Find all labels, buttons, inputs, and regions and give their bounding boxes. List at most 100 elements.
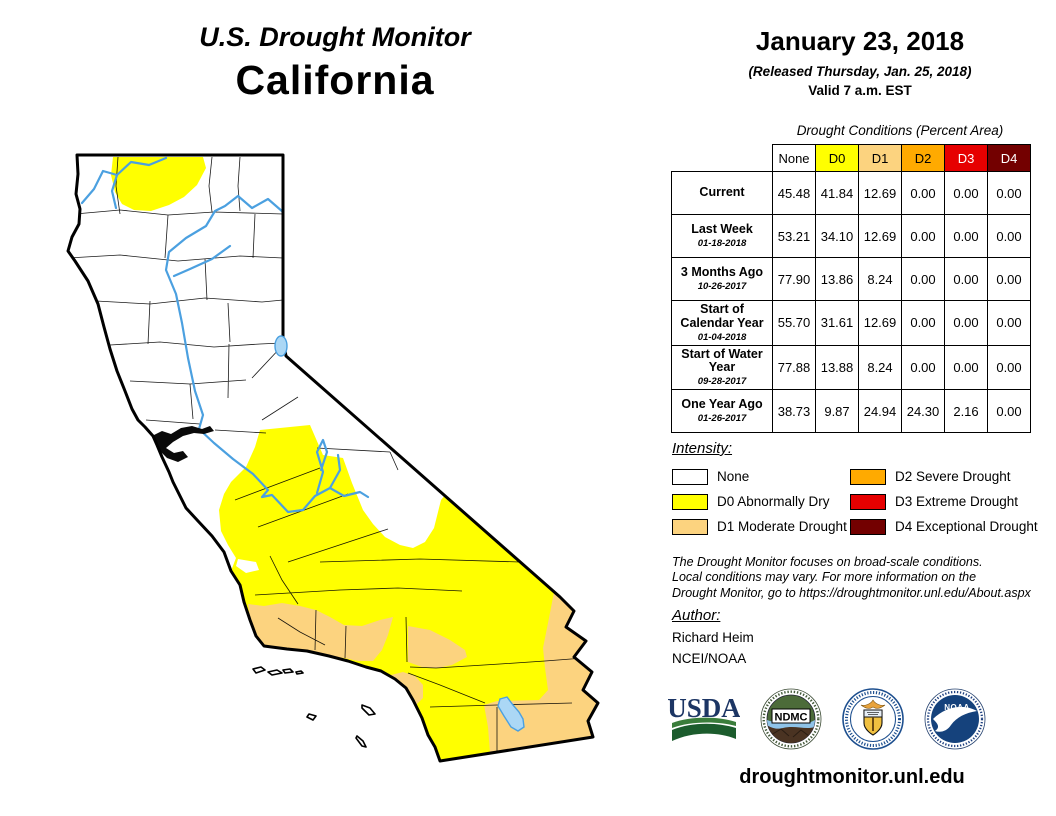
valid-time: Valid 7 a.m. EST [808,83,912,98]
salton-sea [497,696,525,732]
cell-value: 41.84 [815,171,859,215]
lake-tahoe [274,335,288,357]
cell-value: 0.00 [987,171,1031,215]
disclaimer-text: The Drought Monitor focuses on broad-sca… [672,555,1031,600]
cell-value: 0.00 [901,171,945,215]
cell-value: 2.16 [944,389,988,433]
drought-conditions-table: None D0 D1 D2 D3 D4 Current 45.48 41.84 … [671,144,1031,433]
date-block: January 23, 2018 (Released Thursday, Jan… [700,26,1020,98]
cell-value: 0.00 [987,257,1031,301]
county-boundaries [68,156,585,757]
legend-item-d0: D0 Abnormally Dry [672,489,850,514]
cell-value: 0.00 [987,389,1031,433]
cell-value: 45.48 [772,171,816,215]
col-header-d1: D1 [858,144,902,172]
channel-islands [252,666,376,748]
footer-url: droughtmonitor.unl.edu [739,766,965,788]
col-header-d0: D0 [815,144,859,172]
row-label: Last Week 01-18-2018 [671,214,773,258]
cell-value: 13.86 [815,257,859,301]
table-row: One Year Ago 01-26-2017 38.73 9.87 24.94… [671,389,1031,433]
title-block: U.S. Drought Monitor California [140,22,530,104]
intensity-legend: Intensity: None D2 Severe Drought D0 Abn… [672,440,1042,539]
cell-value: 0.00 [901,300,945,346]
state-name-title: California [235,57,435,103]
header-blank-cell [672,145,773,172]
noaa-logo: NOAA [924,688,986,750]
cell-value: 77.88 [772,344,816,390]
row-label: Start of Calendar Year 01-04-2018 [671,300,773,346]
cell-value: 13.88 [815,344,859,390]
cell-value: 0.00 [944,171,988,215]
cell-value: 12.69 [858,171,902,215]
legend-item-d3: D3 Extreme Drought [850,489,1040,514]
author-title: Author: [672,607,721,624]
cell-value: 8.24 [858,257,902,301]
row-label: Current [671,171,773,215]
d1-region-la [408,626,467,668]
legend-item-d2: D2 Severe Drought [850,464,1040,489]
legend-item-none: None [672,464,850,489]
row-label: Start of Water Year 09-28-2017 [671,344,773,390]
legend-title: Intensity: [672,440,733,457]
cell-value: 0.00 [944,257,988,301]
cell-value: 12.69 [858,300,902,346]
cell-value: 0.00 [944,214,988,258]
legend-item-d1: D1 Moderate Drought [672,514,850,539]
cell-value: 31.61 [815,300,859,346]
table-row: Current 45.48 41.84 12.69 0.00 0.00 0.00 [671,171,1031,215]
cell-value: 8.24 [858,344,902,390]
author-block: Author: Richard Heim NCEI/NOAA [672,607,754,666]
cell-value: 38.73 [772,389,816,433]
col-header-d4: D4 [987,144,1031,172]
state-outline [66,153,600,763]
d1-region-central-coast [248,603,393,661]
table-header-row: None D0 D1 D2 D3 D4 [672,144,1031,172]
san-francisco-bay [149,426,214,462]
cell-value: 55.70 [772,300,816,346]
d2-swatch [850,468,886,485]
table-row: Last Week 01-18-2018 53.21 34.10 12.69 0… [671,214,1031,258]
table-row: Start of Water Year 09-28-2017 77.88 13.… [671,344,1031,390]
released-date: (Released Thursday, Jan. 25, 2018) [748,64,972,79]
dept-of-commerce-logo [842,688,904,750]
row-label: 3 Months Ago 10-26-2017 [671,257,773,301]
none-swatch [672,468,708,485]
cell-value: 77.90 [772,257,816,301]
table-row: 3 Months Ago 10-26-2017 77.90 13.86 8.24… [671,257,1031,301]
cell-value: 34.10 [815,214,859,258]
row-label: One Year Ago 01-26-2017 [671,389,773,433]
svg-text:NDMC: NDMC [775,712,808,724]
map-date: January 23, 2018 [755,26,965,56]
d1-swatch [672,518,708,535]
cell-value: 24.94 [858,389,902,433]
cell-value: 0.00 [987,344,1031,390]
cell-value: 0.00 [901,257,945,301]
ndmc-logo: NDMC [760,688,822,750]
cell-value: 9.87 [815,389,859,433]
cell-value: 0.00 [901,344,945,390]
cell-value: 12.69 [858,214,902,258]
d0-region-south [219,425,598,761]
cell-value: 0.00 [944,300,988,346]
d0-swatch [672,493,708,510]
cell-value: 24.30 [901,389,945,433]
cell-value: 0.00 [987,300,1031,346]
cell-value: 0.00 [901,214,945,258]
d0-region-north [111,157,206,211]
legend-item-d4: D4 Exceptional Drought [850,514,1040,539]
col-header-none: None [772,144,816,172]
col-header-d3: D3 [944,144,988,172]
author-name: Richard Heim [672,630,754,645]
rivers [80,156,370,514]
cell-value: 0.00 [944,344,988,390]
table-title: Drought Conditions (Percent Area) [796,123,1004,138]
author-org: NCEI/NOAA [672,651,747,666]
none-region-coast-sliver [236,559,259,573]
d3-swatch [850,493,886,510]
d4-swatch [850,518,886,535]
col-header-d2: D2 [901,144,945,172]
cell-value: 0.00 [987,214,1031,258]
california-drought-map [66,153,600,763]
page-title: U.S. Drought Monitor [199,22,471,52]
